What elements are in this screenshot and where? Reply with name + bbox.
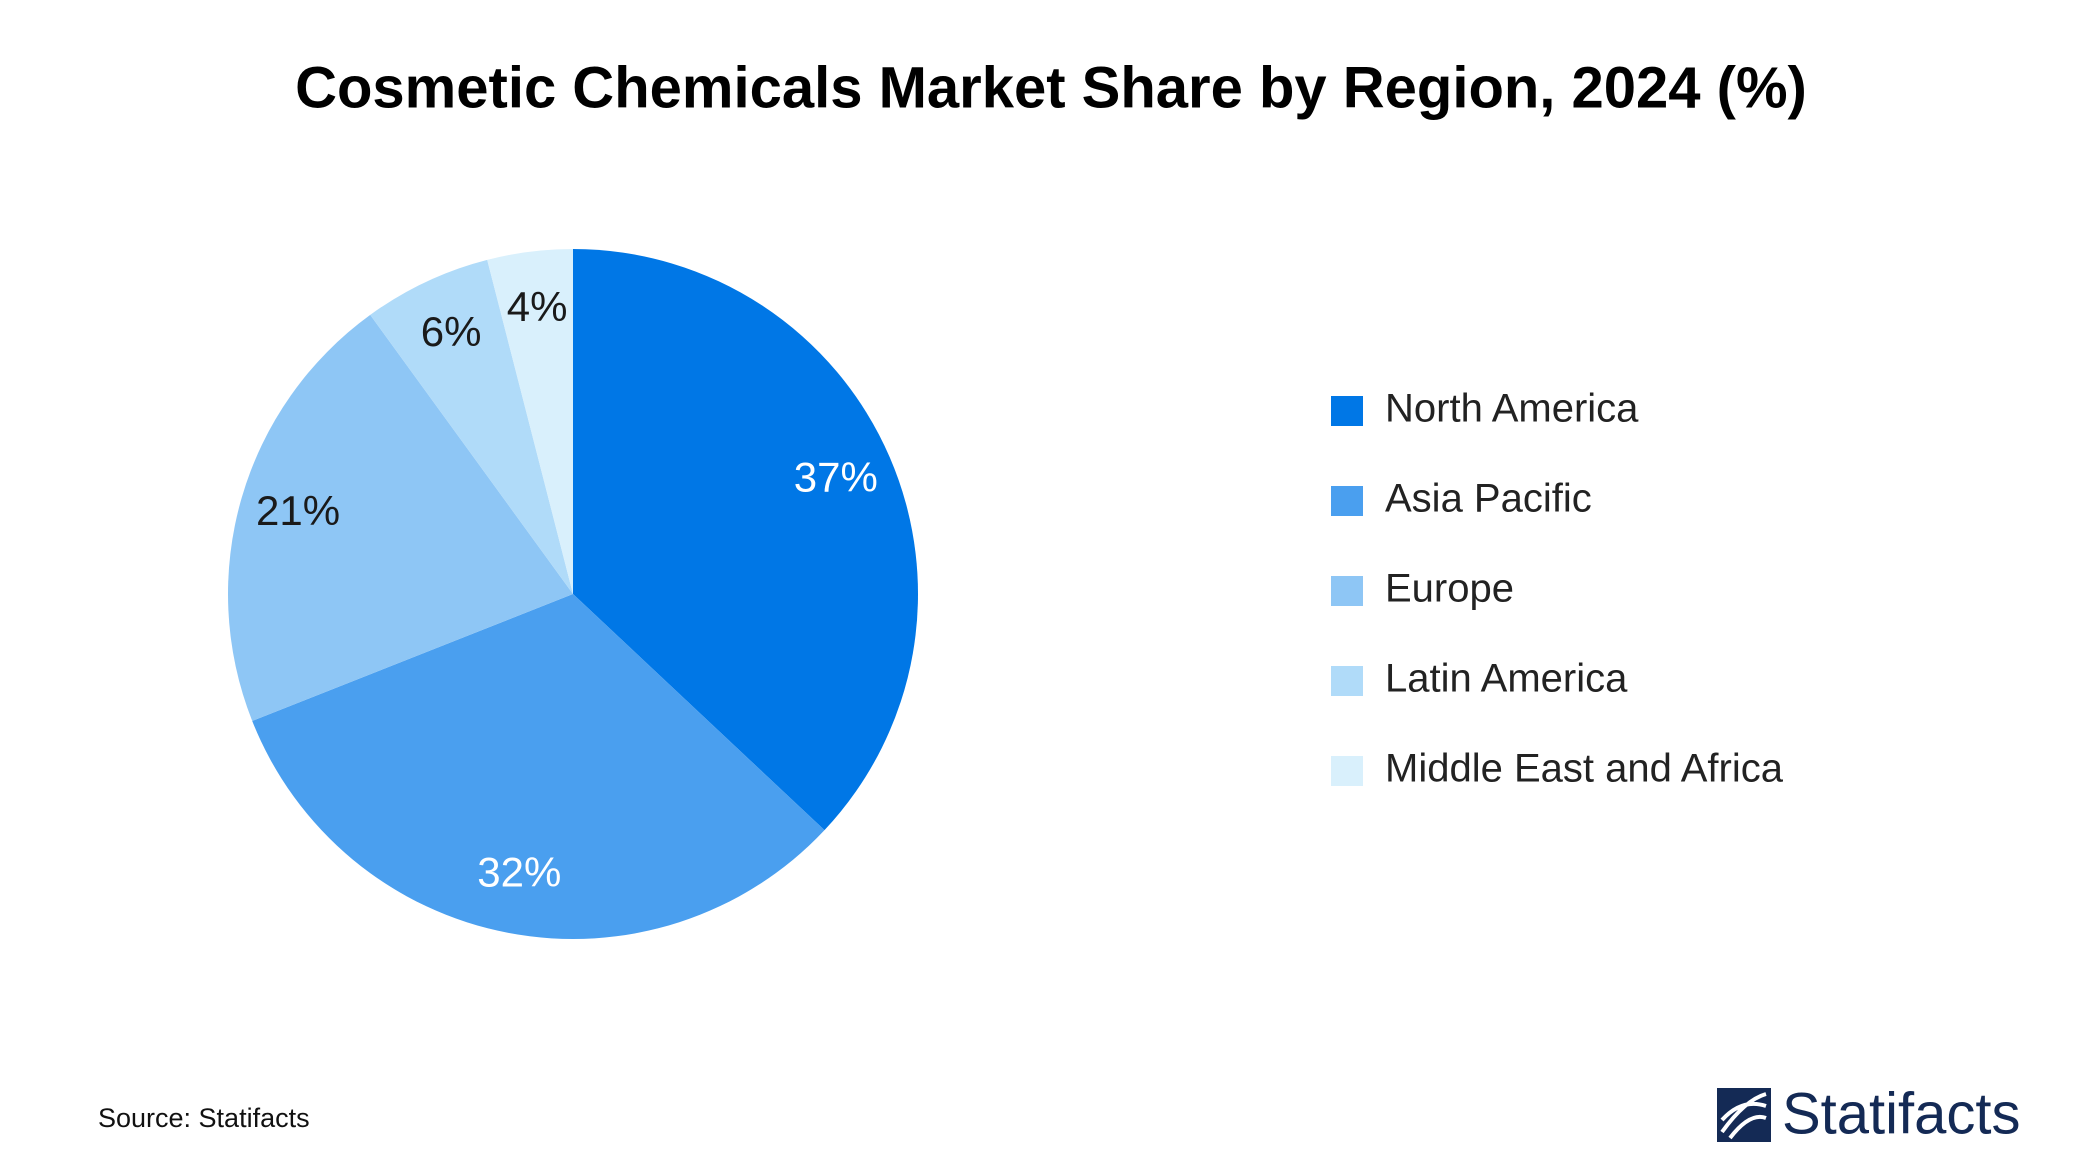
legend: North America Asia Pacific Europe Latin Ame… xyxy=(1331,387,1784,791)
pie-slice xyxy=(487,249,573,594)
legend-swatch xyxy=(1331,486,1363,516)
legend-swatch xyxy=(1331,396,1363,426)
logo-stripes xyxy=(1720,1092,1767,1140)
legend-swatch xyxy=(1331,666,1363,696)
pie-slice xyxy=(370,259,573,594)
brand-name: Statifacts xyxy=(1782,1081,2021,1146)
pie-slice xyxy=(227,314,573,722)
data-label: 6% xyxy=(421,308,482,355)
brand-logo: Statifacts xyxy=(1717,1081,2021,1146)
legend-label: North America xyxy=(1385,387,1639,431)
pie-slice xyxy=(252,594,825,940)
legend-label: Asia Pacific xyxy=(1385,477,1592,521)
data-label: 4% xyxy=(507,283,568,330)
source: Source: Statifacts xyxy=(98,1103,310,1133)
legend-label: Middle East and Africa xyxy=(1385,747,1784,791)
data-label: 32% xyxy=(477,848,561,895)
legend-swatch xyxy=(1331,756,1363,786)
legend-label: Europe xyxy=(1385,567,1514,611)
data-label: 37% xyxy=(794,453,878,500)
data-label: 21% xyxy=(256,487,340,534)
legend-swatch xyxy=(1331,576,1363,606)
pie-slice xyxy=(573,249,919,831)
chart-title: Cosmetic Chemicals Market Share by Regio… xyxy=(295,55,1807,120)
legend-label: Latin America xyxy=(1385,657,1628,701)
